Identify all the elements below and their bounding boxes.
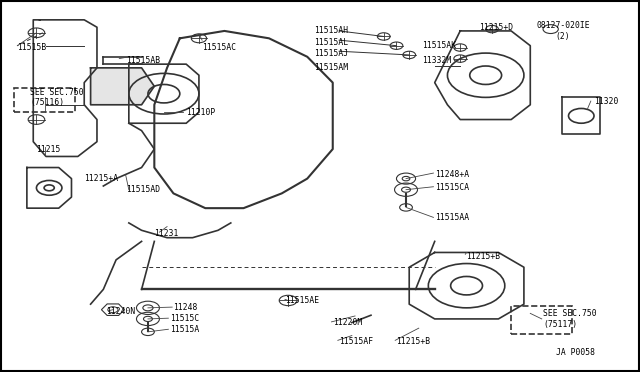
Polygon shape [91,68,154,105]
Bar [14,88,75,112]
Text: 11215+B: 11215+B [396,337,431,346]
Text: 11515AL: 11515AL [314,38,348,46]
Text: 11515AK: 11515AK [422,41,456,50]
Text: 11220M: 11220M [333,318,362,327]
Text: 11515AD: 11515AD [125,185,160,194]
Text: 11248+A: 11248+A [435,170,469,179]
Text: 11320: 11320 [594,97,618,106]
Text: 11515AF: 11515AF [339,337,373,346]
Text: 11248: 11248 [173,303,198,312]
Text: 11515C: 11515C [170,314,200,323]
Text: 11515CA: 11515CA [435,183,469,192]
Text: 11515AB: 11515AB [125,56,160,65]
Text: 11215+D: 11215+D [479,23,513,32]
Text: 11515AA: 11515AA [435,213,469,222]
Text: 11515AE: 11515AE [285,296,319,305]
Text: 11231: 11231 [154,230,179,238]
Text: 11515A: 11515A [170,326,200,334]
Text: 11215+A: 11215+A [84,174,118,183]
Text: SEE SEC.750
(75117): SEE SEC.750 (75117) [543,309,596,328]
Text: 11215: 11215 [36,145,61,154]
Text: (2): (2) [556,32,570,41]
Text: 11515AJ: 11515AJ [314,49,348,58]
Text: SEE SEC.750
(75116): SEE SEC.750 (75116) [30,88,84,107]
Text: 11215+B: 11215+B [467,251,500,261]
Text: 11332M: 11332M [422,56,451,65]
Text: 11515AC: 11515AC [202,43,236,52]
Text: 11515AM: 11515AM [314,63,348,72]
Text: 11515B: 11515B [17,43,47,52]
Text: 11240N: 11240N [106,307,136,316]
Text: 08127-020IE: 08127-020IE [537,21,590,30]
Text: JA P0058: JA P0058 [556,348,595,357]
Bar [511,306,572,334]
Text: 11515AH: 11515AH [314,26,348,35]
Text: 11210P: 11210P [186,108,216,117]
